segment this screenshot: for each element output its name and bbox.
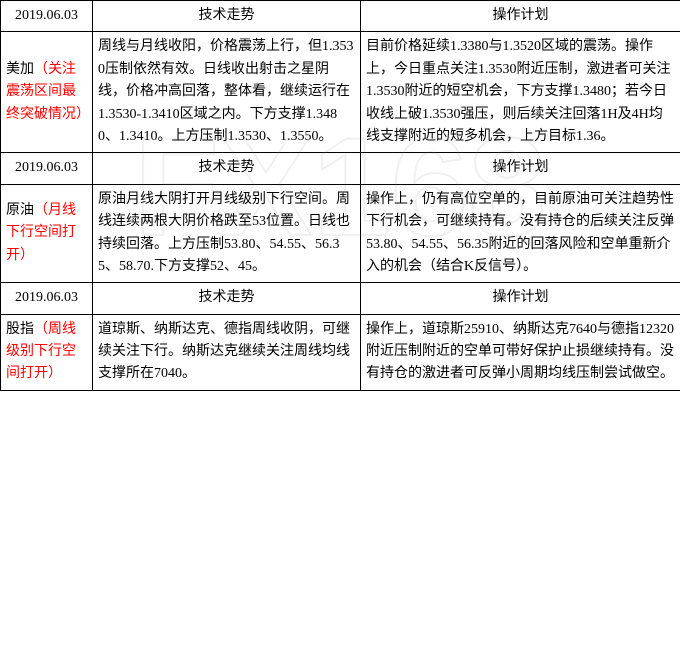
tech-cell: 周线与月线收阳，价格震荡上行，但1.3530压制依然有效。日线收出射击之星阴线，… bbox=[93, 32, 361, 153]
document-wrapper: { "watermark": "FX168", "headers": { "te… bbox=[0, 0, 680, 391]
op-header: 操作计划 bbox=[361, 153, 680, 184]
label-cell: 美加（关注震荡区间最终突破情况） bbox=[1, 32, 93, 153]
analysis-table: 2019.06.03 技术走势 操作计划 美加（关注震荡区间最终突破情况） 周线… bbox=[0, 0, 680, 391]
label-cell: 原油（月线下行空间打开） bbox=[1, 184, 93, 283]
op-cell: 目前价格延续1.3380与1.3520区域的震荡。操作上，今日重点关注1.353… bbox=[361, 32, 680, 153]
tech-header: 技术走势 bbox=[93, 283, 361, 314]
table-row: 2019.06.03 技术走势 操作计划 bbox=[1, 283, 680, 314]
table-row: 股指（周线级别下行空间打开） 道琼斯、纳斯达克、德指周线收阴，可继续关注下行。纳… bbox=[1, 314, 680, 390]
tech-header: 技术走势 bbox=[93, 153, 361, 184]
table-row: 原油（月线下行空间打开） 原油月线大阴打开月线级别下行空间。周线连续两根大阴价格… bbox=[1, 184, 680, 283]
op-header: 操作计划 bbox=[361, 283, 680, 314]
date-cell: 2019.06.03 bbox=[1, 153, 93, 184]
date-cell: 2019.06.03 bbox=[1, 1, 93, 32]
table-row: 2019.06.03 技术走势 操作计划 bbox=[1, 153, 680, 184]
tech-cell: 原油月线大阴打开月线级别下行空间。周线连续两根大阴价格跌至53位置。日线也持续回… bbox=[93, 184, 361, 283]
op-cell: 操作上，道琼斯25910、纳斯达克7640与德指12320附近压制附近的空单可带… bbox=[361, 314, 680, 390]
label-main: 美加 bbox=[6, 62, 34, 77]
op-header: 操作计划 bbox=[361, 1, 680, 32]
tech-cell: 道琼斯、纳斯达克、德指周线收阴，可继续关注下行。纳斯达克继续关注周线均线支撑所在… bbox=[93, 314, 361, 390]
label-main: 股指 bbox=[6, 322, 34, 337]
table-row: 2019.06.03 技术走势 操作计划 bbox=[1, 1, 680, 32]
label-main: 原油 bbox=[6, 203, 34, 218]
date-cell: 2019.06.03 bbox=[1, 283, 93, 314]
label-cell: 股指（周线级别下行空间打开） bbox=[1, 314, 93, 390]
table-row: 美加（关注震荡区间最终突破情况） 周线与月线收阳，价格震荡上行，但1.3530压… bbox=[1, 32, 680, 153]
op-cell: 操作上，仍有高位空单的，目前原油可关注趋势性下行机会，可继续持有。没有持仓的后续… bbox=[361, 184, 680, 283]
tech-header: 技术走势 bbox=[93, 1, 361, 32]
